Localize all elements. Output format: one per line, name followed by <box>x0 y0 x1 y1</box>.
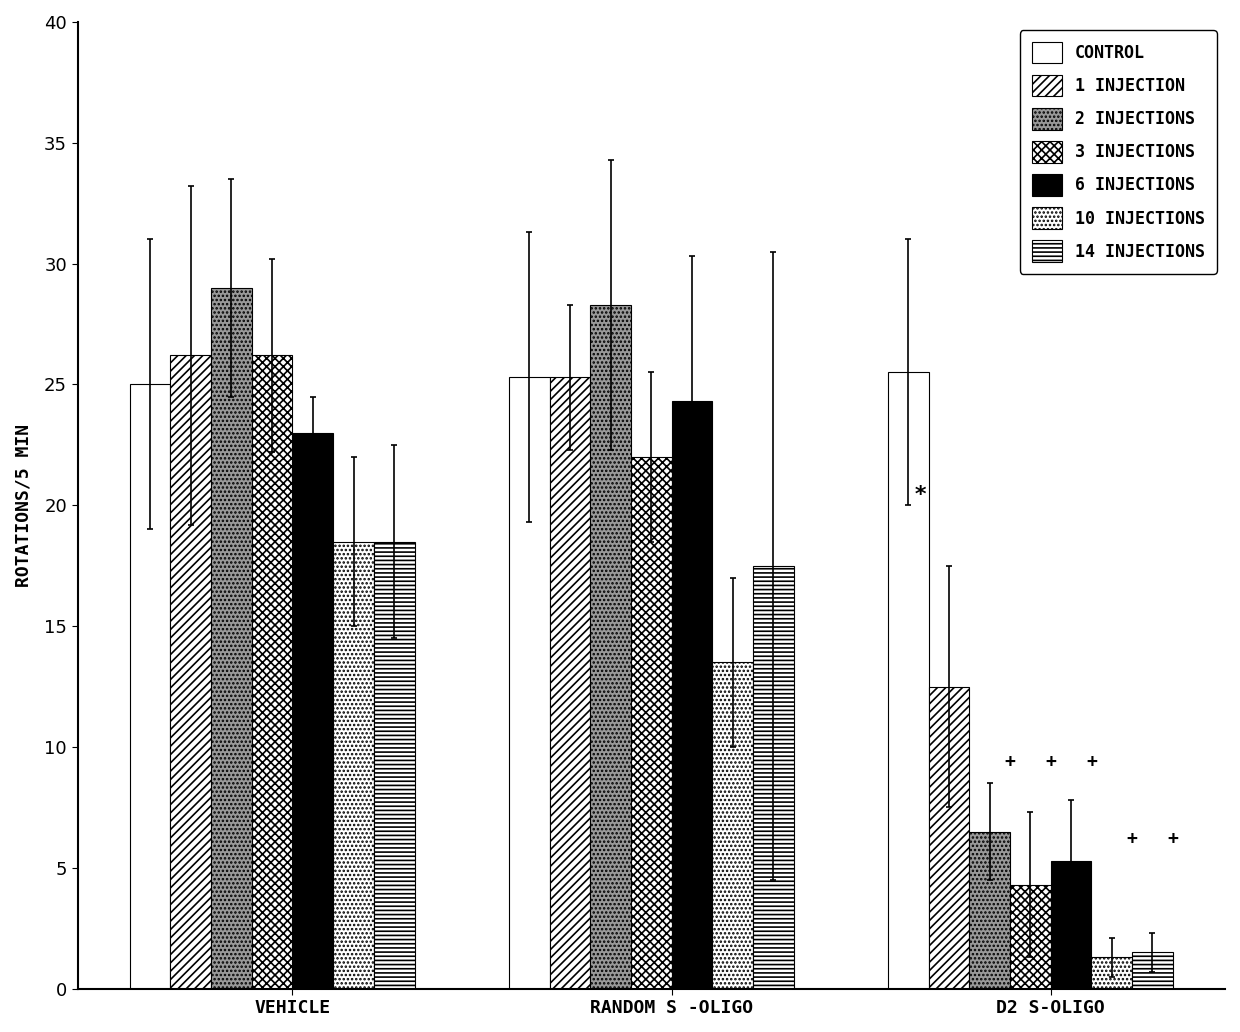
Bar <box>508 378 549 989</box>
Y-axis label: ROTATIONS/5 MIN: ROTATIONS/5 MIN <box>15 424 33 587</box>
Bar <box>631 457 672 989</box>
Text: +: + <box>1045 753 1056 771</box>
Legend: CONTROL, 1 INJECTION, 2 INJECTIONS, 3 INJECTIONS, 6 INJECTIONS, 10 INJECTIONS, 1: CONTROL, 1 INJECTION, 2 INJECTIONS, 3 IN… <box>1021 30 1216 273</box>
Bar <box>672 401 712 989</box>
Bar <box>712 663 753 989</box>
Bar <box>549 378 590 989</box>
Bar <box>1091 957 1132 989</box>
Bar <box>888 373 929 989</box>
Bar <box>252 355 293 989</box>
Text: +: + <box>1127 831 1137 848</box>
Text: +: + <box>1086 753 1097 771</box>
Text: +: + <box>1167 831 1178 848</box>
Bar <box>170 355 211 989</box>
Bar <box>1011 884 1050 989</box>
Bar <box>1050 861 1091 989</box>
Text: +: + <box>1004 753 1016 771</box>
Bar <box>753 566 794 989</box>
Bar <box>590 304 631 989</box>
Bar <box>211 288 252 989</box>
Bar <box>293 432 334 989</box>
Bar <box>334 542 374 989</box>
Bar <box>130 385 170 989</box>
Bar <box>374 542 414 989</box>
Bar <box>970 832 1011 989</box>
Bar <box>1132 953 1173 989</box>
Bar <box>929 686 970 989</box>
Text: *: * <box>914 485 928 506</box>
